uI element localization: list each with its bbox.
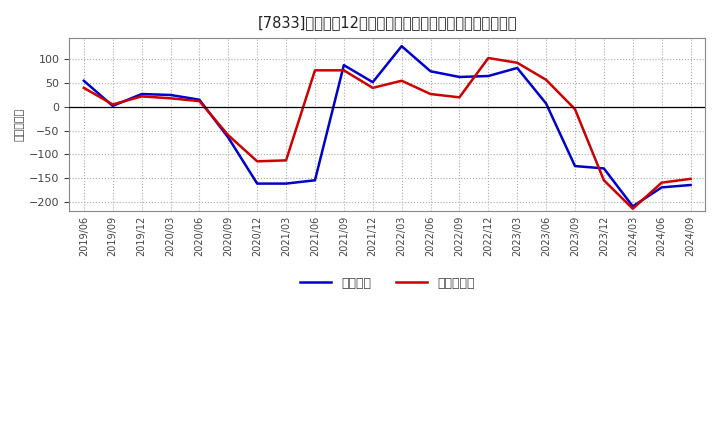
当期純利益 [541,77,550,82]
経常利益 [79,78,88,84]
経常利益 [340,62,348,68]
経常利益 [166,92,175,98]
当期純利益 [629,206,637,211]
当期純利益 [686,176,695,181]
経常利益 [138,92,146,97]
経常利益 [282,181,290,186]
当期純利益 [397,78,406,84]
経常利益 [109,103,117,109]
当期純利益 [484,55,492,61]
経常利益 [571,163,580,169]
当期純利益 [657,180,666,185]
経常利益 [484,73,492,79]
経常利益 [455,74,464,80]
Title: [7833]　利益の12か月移動合計の対前年同期増減額の推移: [7833] 利益の12か月移動合計の対前年同期増減額の推移 [258,15,517,30]
経常利益 [426,69,435,74]
Legend: 経常利益, 当期純利益: 経常利益, 当期純利益 [294,272,480,295]
当期純利益 [513,60,521,66]
当期純利益 [79,85,88,91]
当期純利益 [571,106,580,112]
経常利益 [600,166,608,171]
当期純利益 [369,85,377,91]
経常利益 [541,101,550,106]
当期純利益 [195,99,204,104]
Line: 経常利益: 経常利益 [84,46,690,206]
経常利益 [195,97,204,103]
当期純利益 [166,95,175,101]
Line: 当期純利益: 当期純利益 [84,58,690,209]
経常利益 [513,65,521,70]
当期純利益 [340,68,348,73]
当期純利益 [282,158,290,163]
経常利益 [686,182,695,187]
経常利益 [629,204,637,209]
経常利益 [657,185,666,190]
経常利益 [369,80,377,85]
当期純利益 [310,68,319,73]
当期純利益 [224,132,233,138]
Y-axis label: （百万円）: （百万円） [15,108,25,141]
当期純利益 [600,178,608,183]
当期純利益 [426,92,435,97]
当期純利益 [138,94,146,99]
経常利益 [397,44,406,49]
当期純利益 [253,159,261,164]
経常利益 [310,178,319,183]
当期純利益 [455,95,464,100]
経常利益 [253,181,261,186]
当期純利益 [109,102,117,107]
経常利益 [224,135,233,140]
